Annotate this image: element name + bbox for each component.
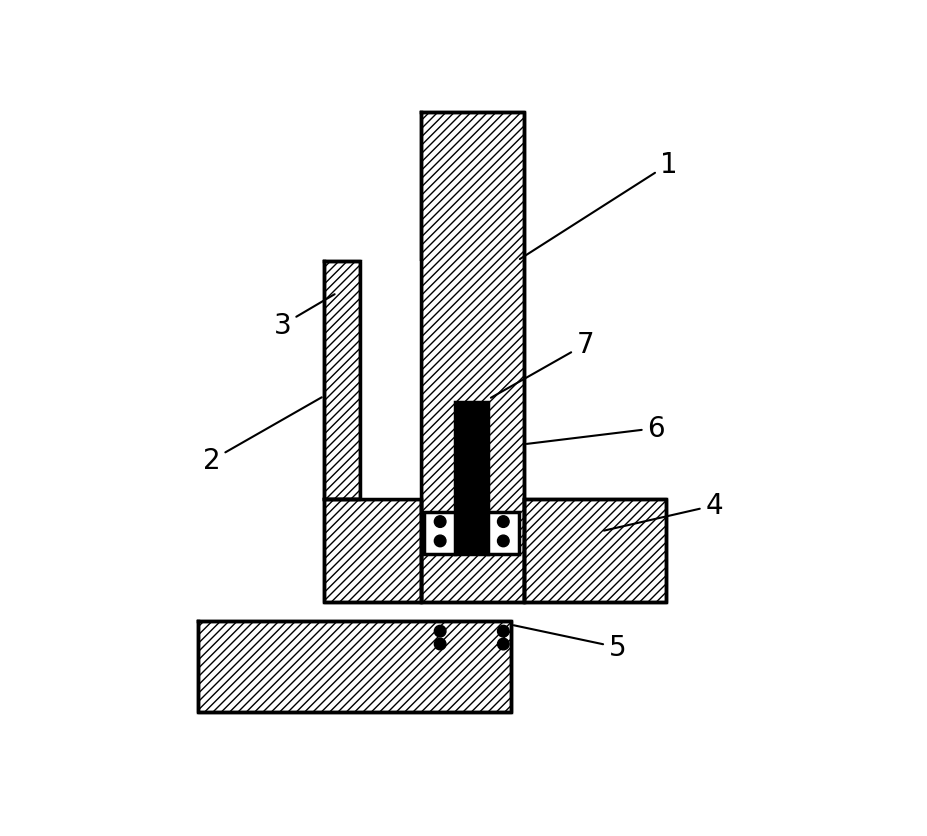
Text: 3: 3 (273, 295, 335, 339)
Text: 1: 1 (519, 150, 677, 260)
Circle shape (434, 625, 446, 637)
Circle shape (434, 536, 446, 547)
Bar (420, 113, 524, 603)
Circle shape (434, 639, 446, 650)
Text: 6: 6 (527, 415, 664, 445)
Bar (324, 499, 420, 603)
Bar (359, 261, 420, 499)
Circle shape (497, 639, 509, 650)
Text: 7: 7 (490, 331, 593, 398)
Bar (488, 512, 519, 554)
Bar (324, 261, 359, 499)
Circle shape (497, 536, 509, 547)
Bar (424, 512, 454, 554)
Circle shape (434, 516, 446, 528)
Bar (198, 622, 511, 712)
Text: 5: 5 (514, 625, 626, 661)
Text: 4: 4 (603, 492, 722, 531)
Text: 2: 2 (202, 398, 322, 475)
Circle shape (497, 625, 509, 637)
Circle shape (497, 516, 509, 528)
Bar (524, 499, 665, 603)
Bar (454, 403, 488, 554)
